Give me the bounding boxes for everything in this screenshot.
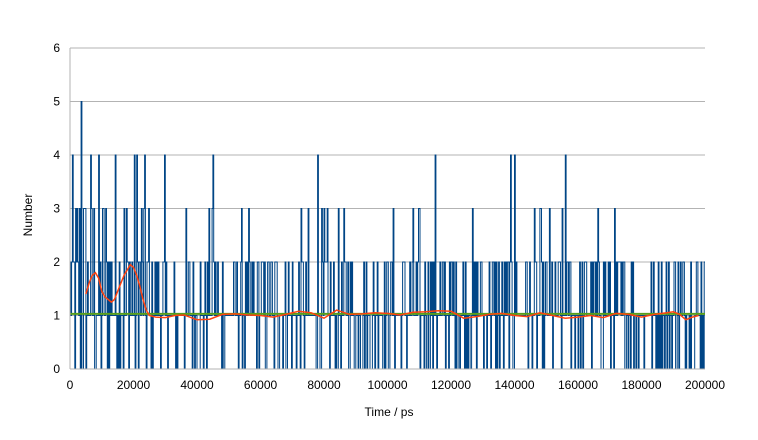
y-tick-label: 4 [53,148,60,162]
raw-series [70,101,705,370]
axes [69,48,705,370]
y-tick-label: 6 [53,41,60,55]
y-tick-label: 5 [53,95,60,109]
x-tick-label: 180000 [621,378,661,392]
y-axis-title: Number [21,194,35,237]
x-tick-label: 120000 [431,378,471,392]
y-tick-label: 3 [53,202,60,216]
x-tick-label: 160000 [558,378,598,392]
x-tick-label: 0 [67,378,74,392]
x-tick-label: 140000 [494,378,534,392]
y-tick-label: 2 [53,255,60,269]
x-tick-label: 60000 [244,378,278,392]
x-tick-label: 20000 [117,378,151,392]
x-tick-label: 200000 [685,378,725,392]
tick-labels: 0 1 2 3 4 5 6 0 20000 40000 60000 80000 100000 120000… [53,41,725,392]
x-tick-label: 100000 [367,378,407,392]
x-tick-label: 40000 [180,378,214,392]
y-tick-label: 1 [53,309,60,323]
raw-series-line [70,101,705,370]
y-tick-label: 0 [53,362,60,376]
x-tick-label: 80000 [307,378,341,392]
x-axis-title: Time / ps [365,405,414,419]
running-average-series [85,263,699,321]
running-average-line [85,263,699,321]
